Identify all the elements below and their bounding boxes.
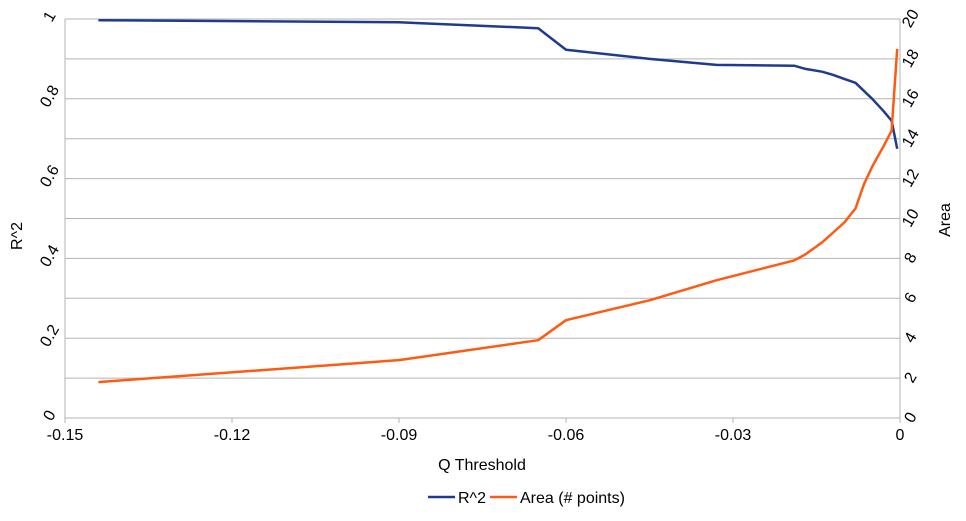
right-y-tick-label-10: 20 [899,7,923,31]
left-y-tick-label-4: 0.8 [37,83,63,111]
left-y-axis-title: R^2 [9,222,26,250]
right-y-tick-label-2: 4 [902,330,921,346]
legend-r2-label: R^2 [458,490,486,507]
x-tick-label-1: -0.12 [214,427,251,444]
axes [64,19,901,423]
x-tick-label-2: -0.09 [381,427,418,444]
x-tick-label-3: -0.06 [548,427,585,444]
series-line-r2 [98,18,899,149]
right-y-tick-labels: 0 2 4 6 8 10 12 14 16 18 20 [899,7,923,426]
legend-area-label: Area (# points) [520,490,625,507]
right-y-axis-title: Area [937,203,954,237]
x-axis-title: Q Threshold [438,457,526,474]
series-lines [98,18,899,384]
grid-lines [65,18,900,419]
left-y-tick-label-3: 0.6 [37,162,63,190]
series-line-area [98,48,899,384]
x-tick-label-4: -0.03 [715,427,752,444]
left-y-tick-label-1: 0.2 [37,322,63,350]
left-y-tick-label-0: 0 [41,408,60,424]
right-y-tick-label-4: 8 [902,250,921,266]
left-y-tick-label-2: 0.4 [37,242,63,270]
right-y-tick-label-8: 16 [899,87,923,111]
right-y-tick-label-7: 14 [899,126,923,150]
right-y-tick-label-6: 12 [899,166,923,190]
right-y-tick-label-1: 2 [902,370,921,386]
right-y-tick-label-0: 0 [902,410,921,426]
left-y-tick-labels: 0 0.2 0.4 0.6 0.8 1 [37,9,63,424]
right-y-tick-label-5: 10 [899,206,923,230]
x-tick-label-5: 0 [896,427,905,444]
x-tick-label-0: -0.15 [47,427,84,444]
x-tick-labels: -0.15 -0.12 -0.09 -0.06 -0.03 0 [47,427,905,444]
left-y-tick-label-5: 1 [41,9,60,25]
right-y-tick-label-9: 18 [899,47,923,71]
right-y-tick-label-3: 6 [902,290,921,306]
legend: R^2 Area (# points) [428,490,625,507]
